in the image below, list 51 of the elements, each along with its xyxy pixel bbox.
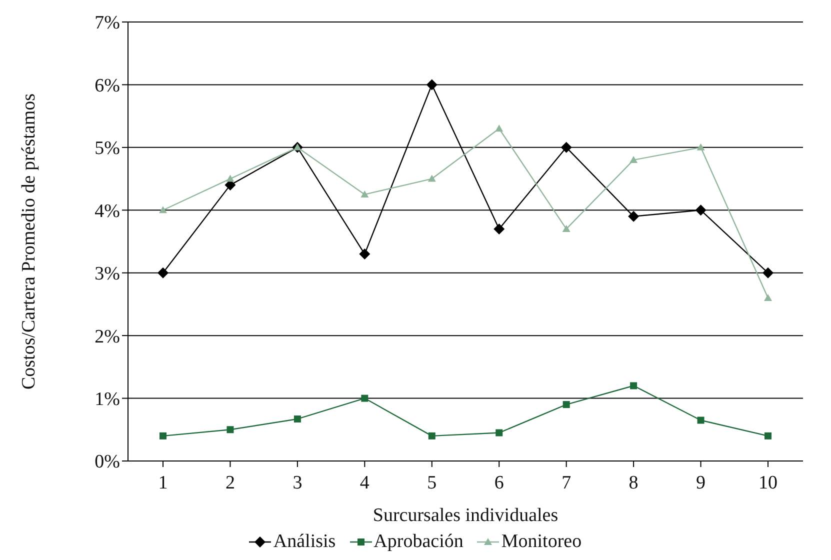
x-tick-label: 6 [494,472,504,494]
point [696,143,705,150]
y-tick-label: 3% [94,264,120,285]
y-tick-label: 7% [94,12,120,34]
point [562,401,570,408]
x-tick-label: 5 [427,472,437,494]
point [360,190,369,198]
y-tick-label: 2% [94,326,120,348]
legend-label: Análisis [272,531,336,553]
x-tick-label: 7 [562,472,572,494]
point [496,429,503,436]
point [293,143,302,150]
point [494,223,505,234]
point [697,416,704,424]
point [428,174,436,182]
x-tick-label: 10 [758,472,778,494]
x-tick-label: 4 [360,472,370,494]
y-tick-label: 6% [94,75,120,96]
x-axis-title: Surcursales individuales [372,505,558,526]
point [158,267,168,278]
point [160,432,166,440]
point [428,432,436,440]
x-tick-label: 1 [158,472,168,494]
x-tick-label: 3 [292,472,302,494]
y-tick-label: 4% [94,200,120,222]
point [226,426,234,434]
point [159,206,167,214]
legend-label: Monitoreo [500,531,582,553]
point [764,432,772,440]
point [361,394,368,402]
y-tick-label: 5% [94,138,120,160]
y-tick-label: 0% [94,452,120,473]
point [294,415,301,422]
y-tick-label: 1% [94,389,120,410]
point [426,79,438,90]
point [695,204,706,216]
x-tick-label: 2 [225,472,235,494]
legend-label: Aprobación [372,531,464,553]
point [630,156,638,163]
point [762,267,774,278]
y-axis-title: Costos/Cartera Promedio de préstamos [18,93,40,390]
point [562,224,570,232]
point [764,294,772,301]
point [628,210,640,222]
point [630,382,638,390]
point [560,142,572,153]
x-tick-label: 9 [696,472,706,494]
point [226,174,234,182]
point [495,124,504,132]
point [359,248,370,260]
x-tick-label: 8 [628,472,638,494]
